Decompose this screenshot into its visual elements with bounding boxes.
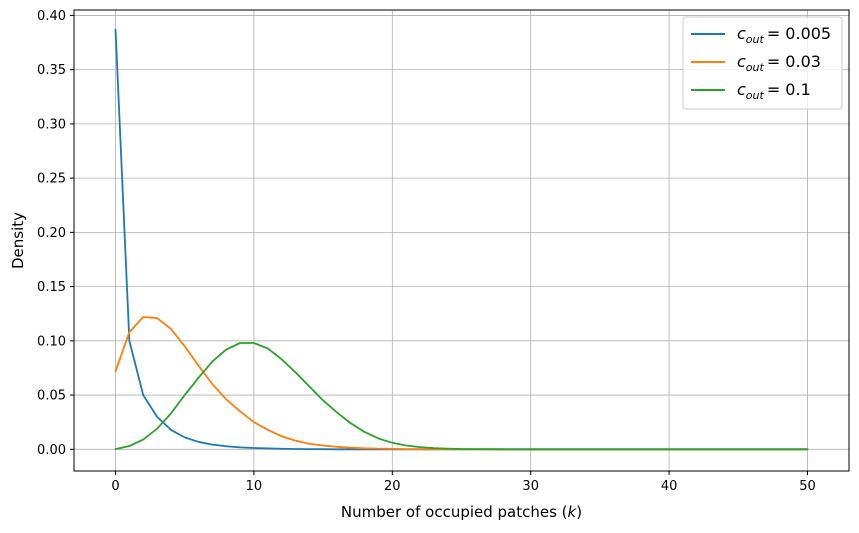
x-axis-label-var: k (568, 503, 578, 521)
y-axis-ticks: 0.00 0.05 0.10 0.15 0.20 0.25 0.30 0.35 0.40 (37, 9, 74, 458)
y-tick-label: 0.35 (37, 63, 66, 78)
legend-sub: out (746, 33, 765, 46)
x-tick-label: 10 (246, 479, 263, 494)
x-tick-label: 40 (661, 479, 678, 494)
legend: cout = 0.005 cout = 0.03 cout = 0.1 (682, 16, 843, 110)
legend-sub: out (746, 89, 765, 102)
y-tick-label: 0.05 (37, 389, 66, 404)
y-tick-label: 0.30 (37, 117, 66, 132)
legend-value: = 0.005 (767, 24, 831, 43)
legend-label: cout = 0.1 (737, 80, 811, 102)
grid (74, 10, 849, 471)
x-axis-label-prefix: Number of occupied patches ( (341, 503, 568, 521)
x-axis-label: Number of occupied patches (k) (341, 503, 582, 521)
y-axis-label: Density (9, 212, 27, 269)
legend-value: = 0.03 (767, 52, 821, 71)
x-tick-label: 50 (799, 479, 816, 494)
legend-var: c (737, 24, 746, 43)
y-tick-label: 0.15 (37, 280, 66, 295)
x-axis-ticks: 0 10 20 30 40 50 (111, 471, 816, 494)
y-tick-label: 0.25 (37, 172, 66, 187)
legend-entry: cout = 0.03 (691, 52, 821, 74)
x-tick-label: 0 (111, 479, 119, 494)
y-tick-label: 0.10 (37, 334, 66, 349)
legend-var: c (737, 52, 746, 71)
x-axis-label-suffix: ) (576, 503, 582, 521)
legend-entry: cout = 0.1 (691, 80, 811, 102)
legend-box (682, 16, 843, 110)
y-tick-label: 0.40 (37, 9, 66, 24)
legend-value: = 0.1 (767, 80, 811, 99)
legend-sub: out (746, 61, 765, 74)
legend-label: cout = 0.03 (737, 52, 821, 74)
legend-var: c (737, 80, 746, 99)
x-tick-label: 20 (384, 479, 401, 494)
y-tick-label: 0.00 (37, 443, 66, 458)
x-tick-label: 30 (522, 479, 539, 494)
plot-frame (73, 9, 850, 472)
legend-entry: cout = 0.005 (691, 24, 831, 46)
series-line-3 (114, 342, 809, 451)
legend-label: cout = 0.005 (737, 24, 831, 46)
series-layer (114, 28, 809, 451)
y-tick-label: 0.20 (37, 226, 66, 241)
